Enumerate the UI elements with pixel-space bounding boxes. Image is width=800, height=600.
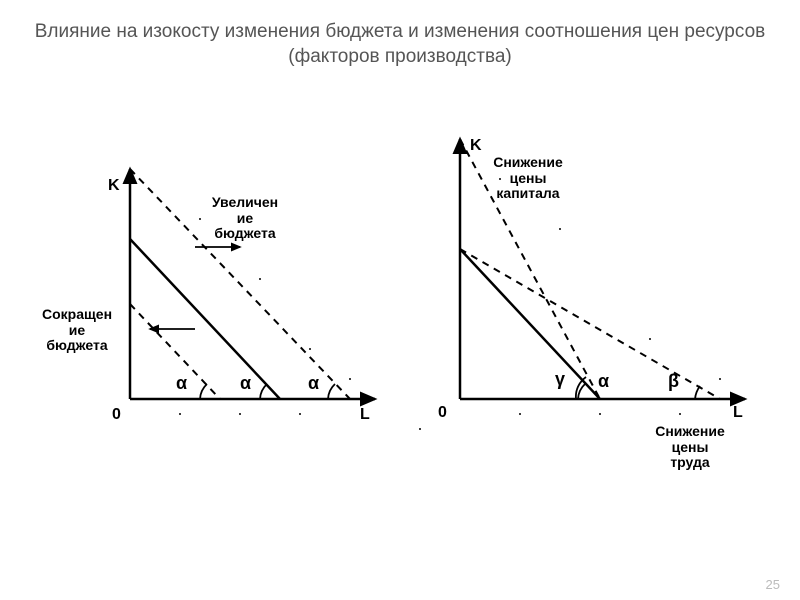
right-origin-label: 0	[438, 404, 447, 422]
left-arc-3	[328, 384, 335, 399]
right-arc-beta	[695, 386, 700, 399]
right-arc-alpha	[578, 384, 585, 399]
right-k-label: K	[470, 137, 482, 155]
right-line-dashed-flat	[460, 249, 720, 399]
left-alpha-3: α	[308, 373, 319, 394]
left-alpha-1: α	[176, 373, 187, 394]
left-arc-1	[200, 384, 207, 399]
right-l-label: L	[733, 404, 743, 422]
annotation-labor: Снижениеценытруда	[640, 424, 740, 470]
annotation-capital: Снижениеценыкапитала	[478, 155, 578, 201]
left-arc-2	[260, 384, 267, 399]
annotation-decrease: Сокращениебюджета	[32, 307, 122, 353]
left-k-label: K	[108, 177, 120, 195]
left-line-solid	[130, 239, 280, 399]
right-beta: β	[668, 371, 679, 392]
left-origin-label: 0	[112, 406, 121, 424]
right-alpha: α	[598, 371, 609, 392]
annotation-increase: Увеличениебюджета	[200, 195, 290, 241]
diagram-area: K L 0 Увеличениебюджета Сокращениебюджет…	[0, 79, 800, 579]
page-title: Влияние на изокосту изменения бюджета и …	[0, 0, 800, 79]
right-gamma: γ	[555, 369, 565, 390]
left-l-label: L	[360, 406, 370, 424]
left-alpha-2: α	[240, 373, 251, 394]
right-line-solid	[460, 249, 600, 399]
page-number: 25	[766, 577, 780, 592]
